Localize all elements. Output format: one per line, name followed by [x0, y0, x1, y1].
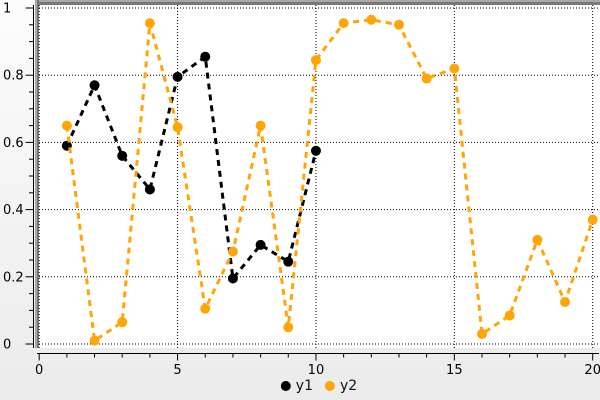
legend-label-y1: y1	[295, 378, 313, 394]
canvas-frame-left-inner	[37, 0, 39, 348]
legend-item-y2[interactable]: y2	[325, 378, 357, 394]
data-point-y1	[200, 51, 211, 62]
data-point-y1	[310, 145, 321, 156]
canvas-frame-left-outer	[35, 0, 37, 348]
data-point-y2	[338, 18, 349, 29]
y-axis-tick-label: 0	[3, 338, 11, 353]
data-point-y2	[587, 214, 598, 225]
y-axis-tick-label: 0.8	[3, 69, 24, 84]
chart-legend: y1 y2	[280, 378, 357, 394]
data-point-y2	[310, 55, 321, 66]
series-line-y1	[65, 54, 318, 283]
x-axis-tick-label: 0	[35, 363, 43, 378]
data-point-y2	[504, 310, 515, 321]
data-point-y2	[421, 73, 432, 84]
x-axis-tick-label: 5	[173, 363, 181, 378]
data-point-y1	[144, 184, 155, 195]
y-axis-tick-label: 0.4	[3, 203, 24, 218]
data-point-y1	[255, 239, 266, 250]
data-point-y2	[172, 122, 183, 133]
data-point-y2	[532, 234, 543, 245]
x-axis-tick-label: 10	[308, 363, 325, 378]
data-point-y1	[117, 150, 128, 161]
data-point-y2	[393, 19, 404, 30]
data-point-y2	[560, 297, 571, 307]
x-axis-tick-label: 20	[584, 363, 600, 378]
data-point-y2	[255, 120, 266, 131]
data-point-y1	[283, 256, 294, 267]
series-line-y2	[65, 18, 595, 344]
data-point-y2	[89, 335, 100, 346]
legend-marker-y2-icon	[325, 381, 335, 391]
data-point-y1	[172, 71, 183, 82]
y-axis-tick-label: 0.6	[3, 136, 24, 151]
data-point-y1	[89, 80, 100, 91]
legend-label-y2: y2	[340, 378, 358, 394]
data-point-y2	[449, 63, 460, 74]
legend-item-y1[interactable]: y1	[280, 378, 313, 394]
data-point-y2	[61, 120, 72, 131]
canvas-frame-top-inner	[35, 2, 600, 5]
data-point-y2	[117, 317, 128, 328]
data-point-y2	[283, 322, 294, 333]
data-point-y2	[227, 246, 238, 257]
data-point-y2	[200, 303, 211, 314]
legend-marker-y1-icon	[280, 381, 291, 391]
x-axis-tick-label: 15	[446, 363, 463, 378]
data-point-y2	[477, 328, 487, 339]
data-point-y2	[366, 14, 377, 25]
data-point-y1	[227, 273, 238, 284]
canvas-frame-top-outer	[35, 0, 600, 2]
data-point-y2	[144, 18, 155, 29]
y-axis-tick-label: 1	[3, 2, 11, 17]
y-axis-tick-label: 0.2	[3, 270, 24, 285]
